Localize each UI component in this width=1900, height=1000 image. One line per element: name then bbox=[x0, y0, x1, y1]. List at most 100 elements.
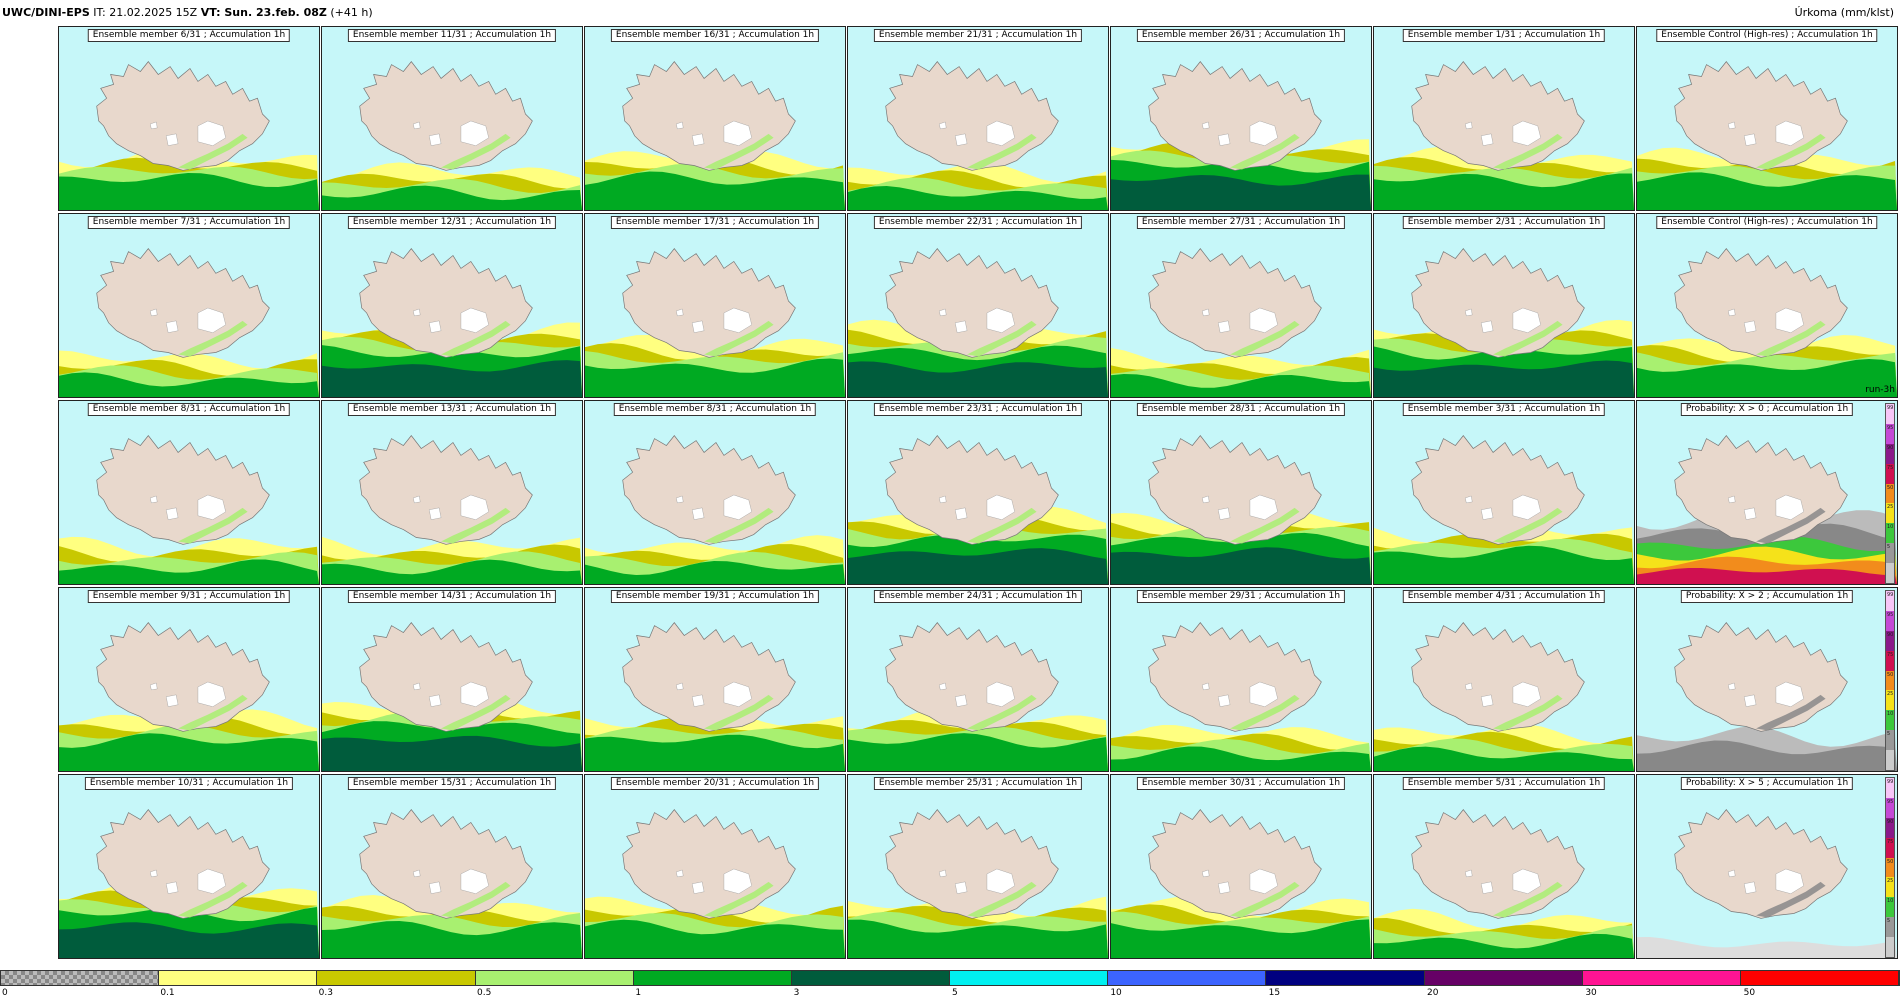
forecast-panel: Ensemble member 4/31 ; Accumulation 1h bbox=[1373, 587, 1635, 772]
iceland-landmass bbox=[1148, 248, 1322, 358]
iceland-landmass bbox=[1411, 61, 1585, 171]
probability-bin-label: 90 bbox=[1887, 818, 1894, 825]
coastal-precip bbox=[704, 694, 774, 731]
forecast-panel: Ensemble member 7/31 ; Accumulation 1h bbox=[58, 213, 320, 398]
precip-map bbox=[585, 401, 845, 584]
glacier-area bbox=[1202, 868, 1278, 894]
probability-bin: 95 bbox=[1886, 797, 1894, 818]
iceland-landmass bbox=[1148, 622, 1322, 732]
panel-title: Ensemble member 8/31 ; Accumulation 1h bbox=[613, 403, 817, 416]
precip-map bbox=[59, 401, 319, 584]
precip-map bbox=[1111, 401, 1371, 584]
probability-bin-label: 50 bbox=[1887, 484, 1894, 491]
coastal-precip bbox=[1756, 881, 1826, 918]
probability-bin-label: 5 bbox=[1887, 918, 1891, 925]
iceland-landmass bbox=[96, 248, 270, 358]
forecast-panel: Ensemble member 13/31 ; Accumulation 1h bbox=[321, 400, 583, 585]
probability-bin: 75 bbox=[1886, 463, 1894, 484]
precip-map bbox=[848, 214, 1108, 397]
legend-tick-label: 0.5 bbox=[477, 988, 492, 998]
iceland-landmass bbox=[885, 248, 1059, 358]
coastal-precip bbox=[1493, 133, 1563, 170]
probability-bin-label: 25 bbox=[1887, 691, 1894, 698]
probability-bin: 5 bbox=[1886, 917, 1894, 938]
panel-title: Ensemble member 22/31 ; Accumulation 1h bbox=[873, 216, 1083, 229]
legend-tick-label: 5 bbox=[952, 988, 958, 998]
panel-title: Probability: X > 2 ; Accumulation 1h bbox=[1680, 590, 1854, 603]
panel-title: Ensemble member 16/31 ; Accumulation 1h bbox=[610, 29, 820, 42]
iceland-landmass bbox=[1411, 622, 1585, 732]
precip-band bbox=[1637, 567, 1897, 584]
coastal-precip bbox=[967, 694, 1037, 731]
precip-band bbox=[1374, 173, 1634, 210]
legend-swatch bbox=[1424, 971, 1583, 985]
glacier-area bbox=[150, 307, 226, 333]
precip-band bbox=[585, 171, 845, 210]
precip-map bbox=[59, 775, 319, 958]
probability-bin: 10 bbox=[1886, 710, 1894, 731]
precip-map bbox=[59, 214, 319, 397]
precip-map bbox=[1374, 401, 1634, 584]
legend-swatch bbox=[791, 971, 951, 985]
iceland-landmass bbox=[622, 61, 796, 171]
iceland-landmass bbox=[96, 61, 270, 171]
glacier-area bbox=[1728, 494, 1804, 520]
precip-band bbox=[585, 358, 845, 397]
probability-bin: 75 bbox=[1886, 650, 1894, 671]
probability-bin-label: 10 bbox=[1887, 711, 1894, 718]
probability-bin: 90 bbox=[1886, 817, 1894, 838]
probability-bin: 25 bbox=[1886, 877, 1894, 898]
legend-tick-label: 0.3 bbox=[318, 988, 333, 998]
precip-map bbox=[848, 401, 1108, 584]
panel-title: Ensemble Control (High-res) ; Accumulati… bbox=[1656, 216, 1878, 229]
probability-bin-label: 25 bbox=[1887, 878, 1894, 885]
probability-bin-label: 95 bbox=[1887, 798, 1894, 805]
precip-map bbox=[1111, 214, 1371, 397]
panel-title: Ensemble member 14/31 ; Accumulation 1h bbox=[347, 590, 557, 603]
legend-swatch bbox=[633, 971, 792, 985]
forecast-panel: Ensemble member 9/31 ; Accumulation 1h bbox=[58, 587, 320, 772]
coastal-precip bbox=[1756, 320, 1826, 357]
precip-legend-bar bbox=[0, 970, 1900, 986]
probability-bin-label: 90 bbox=[1887, 444, 1894, 451]
precip-map bbox=[1637, 775, 1897, 958]
precip-map bbox=[1374, 775, 1634, 958]
probability-bin-label: 10 bbox=[1887, 524, 1894, 531]
glacier-area bbox=[1728, 120, 1804, 146]
legend-tick-label: 30 bbox=[1585, 988, 1597, 998]
precip-map bbox=[322, 27, 582, 210]
precip-map bbox=[1111, 588, 1371, 771]
probability-bin: 50 bbox=[1886, 670, 1894, 691]
iceland-landmass bbox=[1148, 61, 1322, 171]
iceland-landmass bbox=[359, 61, 533, 171]
probability-colorbar: 99 95 90 75 50 25 10 5 bbox=[1885, 777, 1895, 958]
glacier-area bbox=[413, 120, 489, 146]
lead-time: (+41 h) bbox=[330, 6, 373, 19]
panel-title: Ensemble Control (High-res) ; Accumulati… bbox=[1656, 29, 1878, 42]
legend-tick-label: 20 bbox=[1427, 988, 1439, 998]
forecast-panel: Ensemble member 6/31 ; Accumulation 1h bbox=[58, 26, 320, 211]
forecast-panel: Ensemble member 10/31 ; Accumulation 1h bbox=[58, 774, 320, 959]
panel-title: Ensemble member 21/31 ; Accumulation 1h bbox=[873, 29, 1083, 42]
legend-tick-label: 1 bbox=[635, 988, 642, 998]
precip-band bbox=[1111, 919, 1371, 958]
probability-bin-label: 50 bbox=[1887, 671, 1894, 678]
glacier-area bbox=[1202, 307, 1278, 333]
probability-bin: 99 bbox=[1886, 778, 1894, 798]
glacier-area bbox=[676, 868, 752, 894]
probability-bin: 5 bbox=[1886, 543, 1894, 564]
precip-band bbox=[59, 559, 319, 584]
coastal-precip bbox=[178, 507, 248, 544]
precip-band bbox=[1111, 374, 1371, 397]
precip-map bbox=[1637, 27, 1897, 210]
glacier-area bbox=[676, 307, 752, 333]
panel-title: Ensemble member 1/31 ; Accumulation 1h bbox=[1402, 29, 1606, 42]
coastal-precip bbox=[178, 133, 248, 170]
iceland-landmass bbox=[1674, 435, 1848, 545]
probability-bin: 10 bbox=[1886, 897, 1894, 918]
iceland-landmass bbox=[622, 248, 796, 358]
panel-title: Probability: X > 0 ; Accumulation 1h bbox=[1680, 403, 1854, 416]
run-note: run-3h bbox=[1865, 385, 1895, 395]
glacier-area bbox=[1202, 494, 1278, 520]
precip-band bbox=[322, 921, 582, 958]
